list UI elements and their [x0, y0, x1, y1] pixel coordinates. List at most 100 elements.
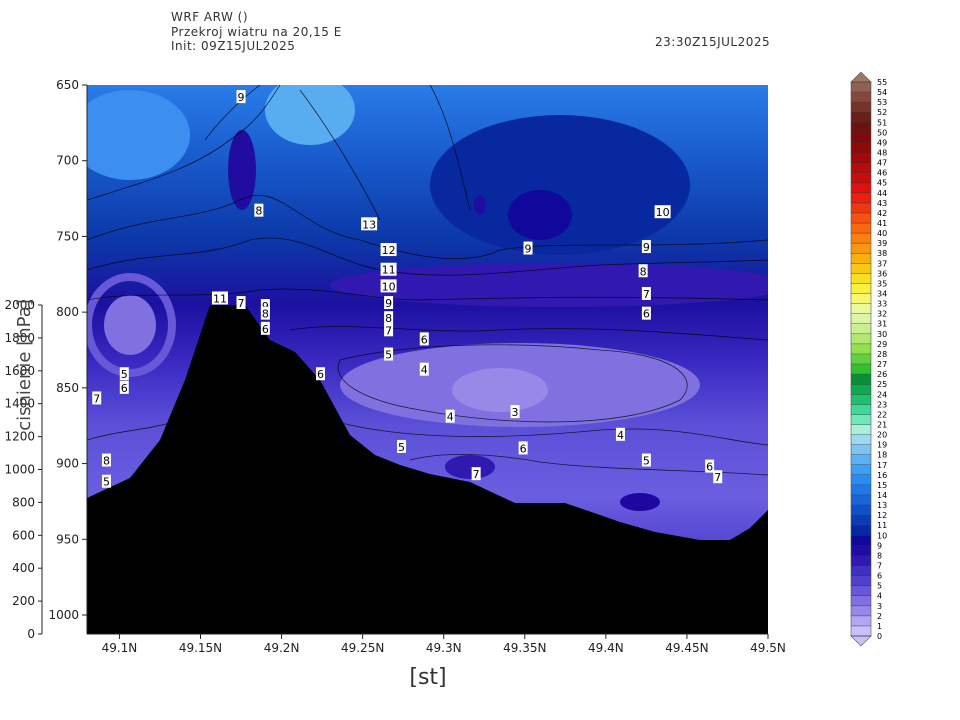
colorbar-swatch — [851, 565, 871, 576]
colorbar-swatch — [851, 525, 871, 536]
height-tick-label: 600 — [12, 528, 35, 542]
left-minimum-ring — [87, 273, 176, 377]
svg-text:4: 4 — [447, 411, 454, 424]
x-tick-label: 49.5N — [750, 641, 786, 655]
colorbar-tick-label: 7 — [877, 561, 882, 570]
jet-core-dark — [228, 130, 256, 210]
jet-core-light — [265, 85, 355, 145]
svg-text:6: 6 — [643, 308, 650, 321]
colorbar-swatch — [851, 364, 871, 375]
colorbar-tick-label: 52 — [877, 108, 887, 117]
colorbar-swatch — [851, 152, 871, 163]
svg-text:5: 5 — [398, 441, 405, 454]
colorbar-swatch — [851, 333, 871, 345]
svg-text:7: 7 — [714, 471, 721, 484]
colorbar-swatch — [851, 243, 871, 254]
y-tick-label: 950 — [56, 532, 79, 546]
colorbar-tick-label: 38 — [877, 249, 887, 258]
contour-label: 9 — [260, 299, 270, 313]
low-level-min — [452, 368, 548, 412]
colorbar-swatch — [851, 162, 871, 174]
colorbar-tick-label: 31 — [877, 320, 887, 329]
colorbar-swatch — [851, 172, 871, 184]
x-axis-label: [st] — [409, 665, 446, 690]
valid-time: 23:30Z15JUL2025 — [655, 35, 771, 49]
colorbar-tick-label: 1 — [877, 622, 882, 631]
mid-band — [330, 263, 768, 307]
colorbar-tick-label: 47 — [877, 159, 887, 168]
svg-text:9: 9 — [525, 243, 532, 256]
colorbar-swatch — [851, 303, 871, 315]
colorbar-tick-label: 8 — [877, 551, 882, 560]
x-tick-label: 49.2N — [264, 641, 300, 655]
colorbar: 0123456789101112131415161718192021222324… — [850, 71, 887, 647]
colorbar-tick-label: 42 — [877, 209, 887, 218]
colorbar-swatch — [851, 595, 871, 607]
colorbar-swatch — [851, 615, 871, 627]
y-tick-label: 900 — [56, 457, 79, 471]
colorbar-swatch — [851, 182, 871, 194]
contour-label: 5 — [101, 474, 111, 489]
contour-label: 8 — [638, 264, 648, 278]
contour-label: 4 — [615, 427, 625, 442]
y-tick-label: 700 — [56, 154, 79, 168]
colorbar-tick-label: 20 — [877, 431, 887, 440]
contour-label: 9 — [641, 240, 651, 254]
y-tick-label: 800 — [56, 305, 79, 319]
x-axis: 49.1N 49.15N 49.2N 49.25N 49.3N 49.35N 49.4N 49… — [102, 634, 786, 655]
height-tick-label: 200 — [12, 594, 35, 608]
contour-label: 9 — [384, 296, 394, 310]
svg-text:5: 5 — [103, 476, 110, 489]
colorbar-tick-label: 12 — [877, 511, 887, 520]
svg-text:8: 8 — [103, 455, 110, 468]
left-minimum — [104, 295, 156, 355]
x-tick-label: 49.1N — [102, 641, 138, 655]
colorbar-tick-label: 55 — [877, 78, 887, 87]
contour-label: 6 — [315, 367, 325, 381]
contour-label: 6 — [641, 306, 651, 321]
height-tick-label: 1000 — [4, 463, 35, 477]
colorbar-tick-label: 19 — [877, 441, 887, 450]
colorbar-swatch — [851, 535, 871, 546]
height-tick-label: 1800 — [4, 331, 35, 345]
contour-label: 6 — [119, 380, 129, 395]
y-tick-label: 650 — [56, 78, 79, 92]
colorbar-swatch — [851, 212, 871, 224]
svg-text:3: 3 — [512, 406, 519, 419]
lower-dark-pocket — [445, 455, 495, 479]
colorbar-tick-label: 5 — [877, 582, 882, 591]
height-tick-label: 1600 — [4, 364, 35, 378]
svg-text:6: 6 — [421, 333, 428, 346]
colorbar-swatch — [851, 424, 871, 435]
colorbar-tick-label: 30 — [877, 330, 887, 339]
contour-label: 9 — [523, 241, 533, 256]
colorbar-swatch — [851, 192, 871, 204]
colorbar-swatch — [851, 283, 871, 294]
svg-text:9: 9 — [238, 91, 245, 104]
lower-dark-pocket — [620, 493, 660, 511]
colorbar-tick-label: 3 — [877, 602, 882, 611]
contour-label: 7 — [384, 323, 394, 337]
colorbar-swatch — [851, 625, 871, 637]
colorbar-swatch — [851, 494, 871, 506]
contour-label: 5 — [397, 439, 407, 454]
contour-label: 8 — [260, 306, 270, 321]
height-tick-label: 800 — [12, 495, 35, 509]
colorbar-tick-label: 9 — [877, 541, 882, 550]
contour-label: 5 — [384, 347, 394, 362]
svg-text:9: 9 — [385, 297, 392, 310]
svg-text:7: 7 — [643, 288, 650, 301]
upper-dark-core — [508, 190, 572, 240]
svg-text:5: 5 — [385, 349, 392, 362]
colorbar-tick-label: 10 — [877, 531, 887, 540]
contour-label: 10 — [380, 279, 397, 293]
colorbar-swatch — [851, 404, 871, 415]
contour-label: 7 — [641, 286, 651, 301]
colorbar-swatch — [851, 353, 871, 365]
colorbar-swatch — [851, 605, 871, 617]
colorbar-top-arrow — [850, 71, 872, 83]
svg-text:4: 4 — [617, 429, 624, 442]
contour-label: 10 — [654, 205, 671, 219]
colorbar-tick-label: 51 — [877, 118, 887, 127]
